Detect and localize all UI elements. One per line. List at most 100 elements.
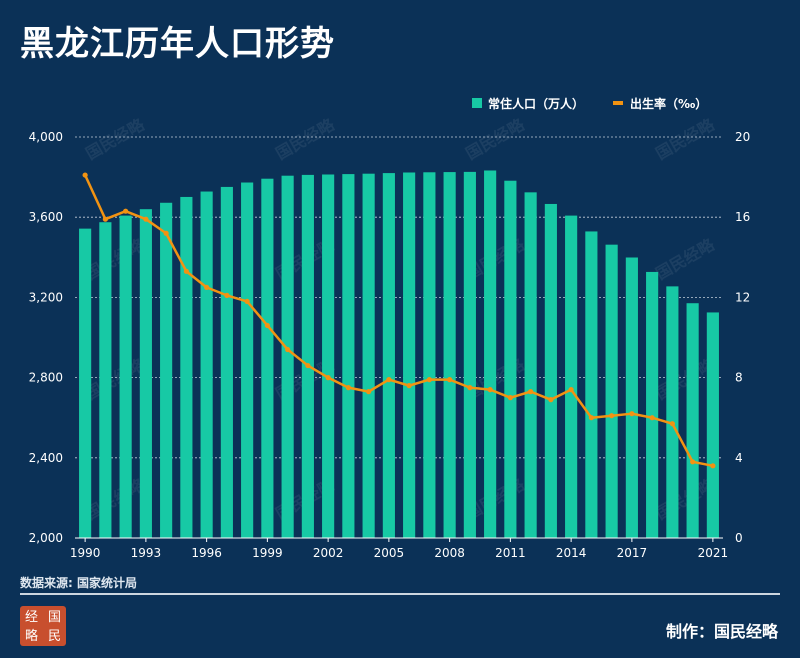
legend-label-birth-rate: 出生率（‰） [630, 96, 707, 111]
population-bar [524, 192, 537, 538]
birth-rate-point [426, 377, 432, 383]
birth-rate-point [102, 216, 108, 222]
birth-rate-point [285, 346, 291, 353]
population-bar [200, 191, 213, 538]
population-bar [261, 178, 274, 539]
population-bar [423, 172, 436, 538]
birth-rate-point [244, 298, 250, 305]
birth-rate-line [83, 174, 714, 468]
y-right-tick-label: 0 [735, 531, 743, 545]
birth-rate-point [669, 421, 675, 427]
birth-rate-point [183, 268, 189, 274]
x-tick-label: 2011 [495, 546, 526, 560]
y-left-tick-label: 3,600 [29, 210, 63, 224]
y-right-tick-label: 4 [735, 451, 743, 465]
logo-char-1: 经 [24, 610, 38, 625]
y-right-tick-label: 16 [735, 210, 750, 224]
birth-rate-point [528, 389, 534, 395]
population-bar [160, 202, 173, 538]
birth-rate-point [386, 377, 392, 383]
population-bar [625, 257, 638, 538]
page-title: 黑龙江历年人口形势 [20, 24, 335, 64]
population-bar [706, 312, 719, 538]
population-bar [565, 215, 578, 538]
birth-rate-point [143, 216, 149, 222]
x-tick-label: 2021 [698, 546, 729, 560]
logo-char-2: 国 [47, 610, 61, 625]
x-tick-label: 1993 [131, 546, 162, 560]
y-left-tick-label: 4,000 [29, 130, 63, 144]
population-bar [301, 174, 314, 538]
population-bar [322, 174, 335, 538]
y-left-tick-label: 2,400 [29, 451, 63, 465]
birth-rate-point [264, 322, 270, 329]
x-tick-label: 1990 [70, 546, 101, 560]
logo-char-4: 民 [47, 628, 61, 644]
watermark-text: 国民经略 [83, 235, 149, 284]
data-source: 数据来源: 国家统计局 [20, 576, 137, 590]
birth-rate-point [406, 383, 412, 389]
birth-rate-point [548, 397, 554, 403]
population-bar [443, 172, 456, 538]
population-bar [79, 228, 92, 539]
population-bar [605, 244, 618, 538]
birth-rate-point [649, 415, 655, 421]
population-bar [666, 286, 679, 538]
birth-rate-point [609, 413, 615, 419]
watermark-text: 国民经略 [653, 235, 719, 284]
watermark-text: 国民经略 [83, 355, 149, 404]
birth-rate-point [487, 387, 493, 393]
credit: 制作：国民经略 [665, 622, 778, 641]
x-tick-label: 1996 [191, 546, 222, 560]
watermark-text: 国民经略 [463, 115, 529, 164]
footer-divider [20, 593, 780, 595]
birth-rate-point [447, 377, 453, 383]
birth-rate-point [588, 415, 594, 421]
population-bar [281, 175, 294, 538]
birth-rate-point [82, 172, 88, 178]
y-left-tick-label: 2,000 [29, 531, 63, 545]
x-tick-label: 2002 [313, 546, 344, 560]
population-bar [241, 182, 254, 539]
birth-rate-point [568, 387, 574, 393]
population-bar [362, 173, 375, 538]
population-bar [484, 170, 497, 538]
population-bar [544, 203, 557, 539]
population-bar [403, 172, 416, 538]
legend-label-population: 常住人口（万人） [488, 96, 584, 111]
birth-rate-point [163, 230, 169, 236]
birth-rate-point [507, 395, 513, 401]
y-right-tick-label: 20 [735, 130, 750, 144]
birth-rate-point [710, 463, 716, 469]
birth-rate-point [629, 411, 635, 417]
x-tick-label: 2014 [556, 546, 587, 560]
x-tick-label: 2008 [434, 546, 465, 560]
birth-rate-point [204, 284, 210, 290]
population-bar [99, 222, 112, 538]
x-tick-label: 2005 [374, 546, 405, 560]
watermark-text: 国民经略 [273, 115, 339, 164]
birth-rate-point [325, 375, 331, 381]
legend-swatch-population [472, 98, 482, 108]
y-left-tick-label: 3,200 [29, 290, 63, 304]
population-bar [119, 215, 132, 538]
population-bar [220, 186, 233, 538]
y-left-tick-label: 2,800 [29, 371, 63, 385]
birth-rate-point [305, 362, 311, 369]
birth-rate-point [366, 389, 372, 395]
population-bar [686, 303, 699, 538]
birth-rate-point [123, 208, 129, 214]
population-bar [504, 180, 517, 539]
logo: 经 国 略 民 [20, 606, 66, 646]
logo-char-3: 略 [24, 628, 38, 644]
watermark-text: 国民经略 [653, 115, 719, 164]
legend-swatch-birth-rate [613, 101, 623, 105]
population-bar [342, 174, 355, 538]
y-right-tick-label: 8 [735, 371, 743, 385]
x-tick-label: 1999 [252, 546, 283, 560]
birth-rate-point [467, 385, 473, 391]
population-bar [180, 196, 193, 538]
population-bar [646, 271, 659, 538]
watermark-text: 国民经略 [83, 475, 149, 524]
